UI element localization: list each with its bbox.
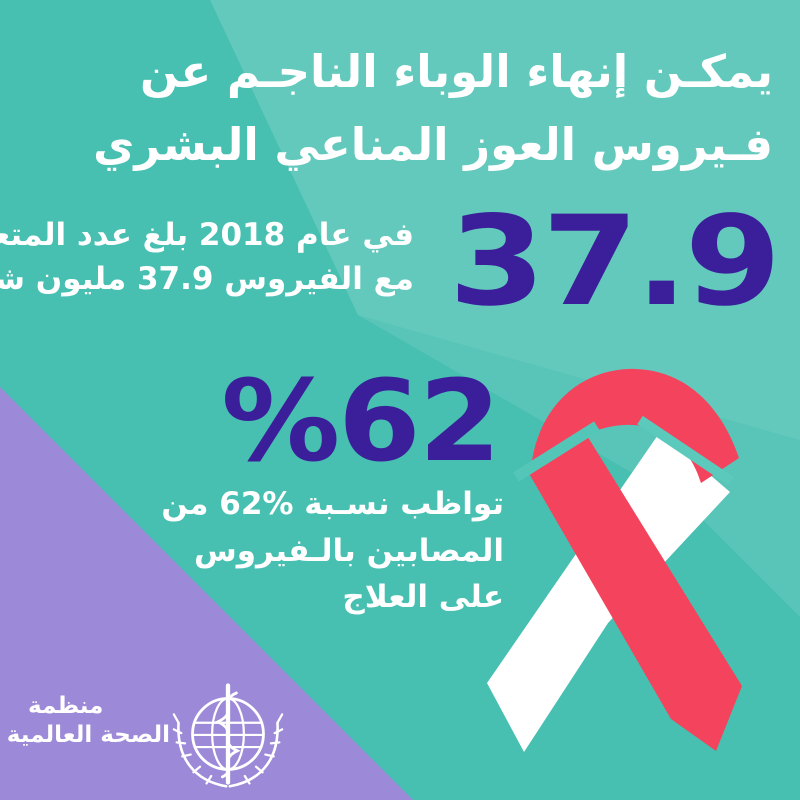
stat-37-9-caption-line2: مع الفيروس 37.9 مليون شـخص [0,261,414,298]
stat-62-caption-line2: المصابين بالـفيروس [193,532,504,569]
stat-37-9-caption-line1: في عام 2018 بلغ عدد المتعايشـين [0,217,414,253]
headline-line2: فـيروس العوز المناعي البشري [93,117,773,171]
stat-value-37-9: 37.9 [448,190,782,334]
stat-62-caption-line3: على العلاج [342,579,504,615]
who-logo-text-line1: منظمة [28,693,104,719]
who-emblem-icon [172,683,284,788]
stat-62-caption: تواظب نسـبة %62 من المصابين بالـفيروس عل… [161,481,504,621]
stat-value-62-percent: %62 [221,357,501,487]
stat-37-9-caption: في عام 2018 بلغ عدد المتعايشـين مع الفير… [0,213,414,301]
headline: يمكـن إنهاء الوباء الناجـم عن فـيروس الع… [93,36,773,182]
stat-62-caption-line1: تواظب نسـبة %62 من [161,486,504,522]
who-logo-text: منظمة الصحة العالمية [6,692,170,750]
headline-line1: يمكـن إنهاء الوباء الناجـم عن [140,45,773,98]
who-logo-text-line2: الصحة العالمية [6,721,170,748]
